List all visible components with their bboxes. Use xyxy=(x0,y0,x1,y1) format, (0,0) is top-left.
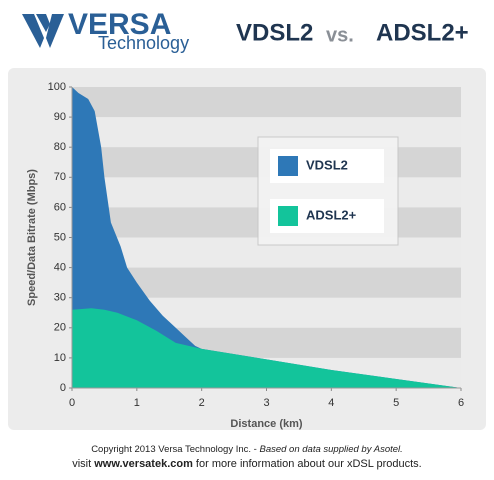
y-tick-label: 90 xyxy=(54,111,66,123)
copyright: Copyright 2013 Versa Technology Inc. - xyxy=(91,444,260,455)
title-part: VDSL2 xyxy=(236,19,313,46)
x-tick-label: 4 xyxy=(328,397,334,409)
y-tick-label: 20 xyxy=(54,322,66,334)
grid-band xyxy=(72,87,461,118)
footer-text: visit xyxy=(72,458,95,470)
x-axis-label: Distance (km) xyxy=(230,418,302,430)
link[interactable]: www.versatek.com xyxy=(94,458,193,470)
legend-swatch xyxy=(278,156,298,176)
logo-tagline: Technology xyxy=(98,33,189,53)
y-tick-label: 60 xyxy=(54,201,66,213)
y-tick-label: 80 xyxy=(54,141,66,153)
x-tick-label: 6 xyxy=(458,397,464,409)
logo-name: VERSA xyxy=(68,8,171,41)
y-tick-label: 30 xyxy=(54,292,66,304)
footer: Copyright 2013 Versa Technology Inc. - B… xyxy=(0,444,494,470)
y-axis-label: Speed/Data Bitrate (Mbps) xyxy=(26,169,38,306)
y-tick-label: 10 xyxy=(54,352,66,364)
footer-text: for more information about our xDSL prod… xyxy=(192,458,422,470)
x-tick-label: 3 xyxy=(263,397,269,409)
legend-label: VDSL2 xyxy=(306,157,348,172)
x-tick-label: 0 xyxy=(69,397,75,409)
y-tick-label: 100 xyxy=(48,81,66,93)
logo-icon xyxy=(22,14,64,48)
y-tick-label: 0 xyxy=(60,382,66,394)
title-part: vs. xyxy=(326,24,354,46)
x-tick-label: 5 xyxy=(393,397,399,409)
footer-line: Copyright 2013 Versa Technology Inc. - B… xyxy=(0,444,494,455)
title-part: ADSL2+ xyxy=(376,19,469,46)
legend-label: ADSL2+ xyxy=(306,207,357,222)
x-tick-label: 1 xyxy=(134,397,140,409)
footer-line: visit www.versatek.com for more informat… xyxy=(0,458,494,470)
y-tick-label: 50 xyxy=(54,231,66,243)
x-tick-label: 2 xyxy=(199,397,205,409)
area xyxy=(72,308,461,388)
source: Based on data supplied by Asotel. xyxy=(259,444,403,455)
chart: VERSA Technology VDSL2 vs. ADSL2+ 010203… xyxy=(8,8,486,430)
y-tick-label: 40 xyxy=(54,262,66,274)
y-tick-label: 70 xyxy=(54,171,66,183)
legend-swatch xyxy=(278,206,298,226)
